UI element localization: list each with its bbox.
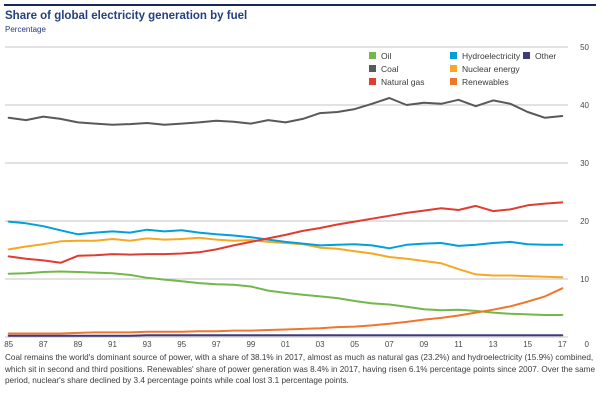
x-tick-label: 89 xyxy=(73,340,82,349)
x-tick-label: 07 xyxy=(385,340,394,349)
series-line-nuclear-energy xyxy=(7,236,564,279)
y-tick-label: 0 xyxy=(585,340,590,349)
other-swatch-icon xyxy=(523,52,530,59)
caption-text: Coal remains the world's dominant source… xyxy=(5,353,596,386)
renewables-swatch-icon xyxy=(450,78,457,85)
hydroelectricity-swatch-icon xyxy=(450,52,457,59)
legend-item-renewables: Renewables xyxy=(450,75,523,88)
x-tick-label: 13 xyxy=(489,340,498,349)
coal-swatch-icon xyxy=(369,65,376,72)
chart-legend: Oil Coal Natural gas Hydroelectricity Nu… xyxy=(369,49,556,88)
x-tick-label: 01 xyxy=(281,340,290,349)
x-tick-label: 17 xyxy=(558,340,567,349)
x-tick-label: 95 xyxy=(177,340,186,349)
natural-gas-swatch-icon xyxy=(369,78,376,85)
legend-column-1: Oil Coal Natural gas xyxy=(369,49,450,88)
legend-column-2: Hydroelectricity Nuclear energy Renewabl… xyxy=(450,49,523,88)
legend-label-oil: Oil xyxy=(381,50,392,61)
legend-label-nuclear-energy: Nuclear energy xyxy=(462,63,520,74)
legend-item-nuclear-energy: Nuclear energy xyxy=(450,62,523,75)
series-line-hydroelectricity xyxy=(7,220,564,250)
chart-subtitle: Percentage xyxy=(5,25,46,34)
y-tick-label: 50 xyxy=(580,43,589,52)
legend-item-other: Other xyxy=(523,49,556,62)
x-tick-label: 11 xyxy=(454,340,463,349)
x-tick-label: 15 xyxy=(523,340,532,349)
legend-item-natural-gas: Natural gas xyxy=(369,75,450,88)
legend-label-coal: Coal xyxy=(381,63,399,74)
x-tick-label: 91 xyxy=(108,340,117,349)
x-tick-label: 93 xyxy=(143,340,152,349)
oil-swatch-icon xyxy=(369,52,376,59)
legend-item-oil: Oil xyxy=(369,49,450,62)
legend-label-renewables: Renewables xyxy=(462,76,509,87)
series-line-renewables xyxy=(7,287,564,335)
top-rule xyxy=(4,4,596,6)
x-tick-label: 87 xyxy=(39,340,48,349)
legend-label-other: Other xyxy=(535,50,557,61)
x-tick-label: 99 xyxy=(246,340,255,349)
legend-label-natural-gas: Natural gas xyxy=(381,76,425,87)
legend-item-coal: Coal xyxy=(369,62,450,75)
series-line-other xyxy=(7,334,564,337)
legend-column-3: Other xyxy=(523,49,556,88)
y-tick-label: 10 xyxy=(580,275,589,284)
legend-label-hydroelectricity: Hydroelectricity xyxy=(462,50,521,61)
y-tick-label: 30 xyxy=(580,159,589,168)
x-tick-label: 09 xyxy=(419,340,428,349)
x-tick-label: 85 xyxy=(4,340,13,349)
x-tick-label: 03 xyxy=(316,340,325,349)
x-tick-label: 97 xyxy=(212,340,221,349)
series-line-natural-gas xyxy=(7,201,564,264)
legend-item-hydroelectricity: Hydroelectricity xyxy=(450,49,523,62)
series-line-coal xyxy=(7,97,564,126)
x-tick-label: 05 xyxy=(350,340,359,349)
series-line-oil xyxy=(7,270,564,316)
chart-title: Share of global electricity generation b… xyxy=(5,10,248,22)
y-tick-label: 20 xyxy=(580,217,589,226)
y-tick-label: 40 xyxy=(580,101,589,110)
nuclear-energy-swatch-icon xyxy=(450,65,457,72)
